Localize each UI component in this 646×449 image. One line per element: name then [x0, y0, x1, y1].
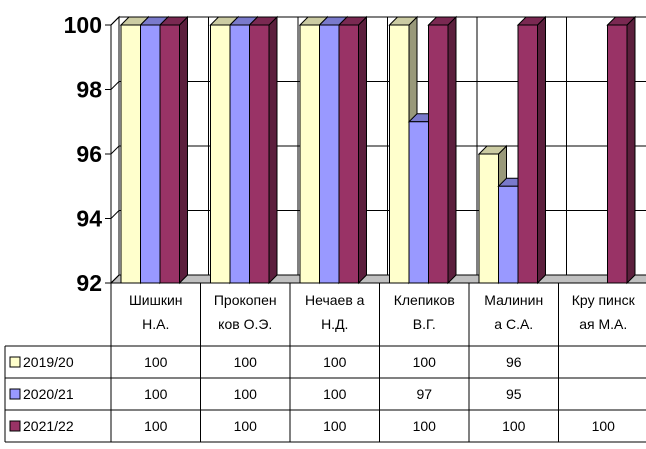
gridline-depth — [110, 145, 120, 155]
data-label: 100 — [234, 354, 258, 370]
x-tick-label: Прокопен — [214, 292, 277, 308]
data-label: 100 — [413, 354, 437, 370]
data-label: 100 — [234, 386, 258, 402]
bars — [119, 15, 637, 285]
data-label: 100 — [234, 418, 258, 434]
data-table: Шишкин Н.А. Прокопен ков О.Э. Нечаев а Н.Д. Кл… — [4, 282, 646, 443]
y-tick-label: 100 — [64, 12, 102, 38]
x-tick-label: ков О.Э. — [218, 316, 272, 332]
data-label: 100 — [144, 354, 168, 370]
bar-side — [179, 15, 188, 285]
data-label: 100 — [144, 386, 168, 402]
bar-front — [478, 153, 499, 284]
data-label: 100 — [323, 386, 347, 402]
legend-label: 2021/22 — [23, 418, 74, 434]
data-label: 97 — [416, 386, 432, 402]
legend-label: 2020/21 — [23, 386, 74, 402]
bar-side — [268, 15, 278, 285]
x-tick-label: Кру пинск — [572, 292, 636, 308]
data-label: 100 — [144, 418, 168, 434]
bar — [248, 15, 279, 285]
y-tick-label: 92 — [76, 270, 102, 296]
bar-side — [626, 15, 636, 285]
data-label: 96 — [506, 354, 522, 370]
gridline-depth — [110, 210, 120, 219]
x-tick-label: а С.А. — [494, 316, 533, 332]
x-tick-label: Малинин — [484, 292, 543, 308]
bar-front — [229, 24, 250, 284]
bar — [516, 15, 547, 285]
data-label: 100 — [323, 418, 347, 434]
data-label: 100 — [323, 354, 347, 370]
bar-side — [447, 15, 457, 285]
bar-front — [140, 24, 161, 284]
bar-front — [338, 24, 359, 284]
data-label: 100 — [413, 418, 437, 434]
legend-swatch — [9, 356, 21, 368]
x-tick-label: Клепиков — [394, 292, 455, 308]
data-label: 100 — [502, 418, 526, 434]
bar-front — [210, 24, 231, 284]
bar-side — [537, 15, 546, 285]
gridlines — [109, 15, 646, 285]
y-tick-label: 96 — [76, 141, 102, 167]
bar-front — [498, 185, 519, 284]
bar — [606, 15, 637, 285]
bar — [427, 15, 458, 285]
bar-front — [607, 24, 628, 284]
bar — [337, 15, 368, 285]
y-axis: 92 94 96 98 100 — [64, 12, 112, 296]
gridline-depth — [110, 16, 120, 26]
legend-swatch — [9, 420, 21, 432]
y-tick-label: 98 — [76, 77, 102, 103]
gridline-depth — [110, 81, 120, 90]
bar — [158, 15, 189, 285]
bar-front — [159, 24, 180, 284]
x-tick-label: В.Г. — [413, 316, 436, 332]
chart-floor — [109, 274, 646, 284]
bar-front — [428, 24, 449, 284]
legend-swatch — [9, 388, 21, 400]
x-tick-label: Н.Д. — [321, 316, 348, 332]
x-tick-label: Нечаев а — [305, 292, 365, 308]
legend-label: 2019/20 — [23, 354, 74, 370]
bar-front — [389, 24, 410, 284]
x-tick-label: ая М.А. — [579, 316, 627, 332]
gridline-depth — [110, 274, 120, 284]
bar-front — [517, 24, 538, 284]
data-label: 100 — [592, 418, 616, 434]
bar-front — [319, 24, 340, 284]
bar-front — [120, 24, 141, 284]
x-tick-label: Н.А. — [142, 316, 169, 332]
x-tick-label: Шишкин — [129, 292, 183, 308]
bar-side — [358, 15, 367, 285]
bar-front — [299, 24, 320, 284]
bar-front — [408, 121, 429, 284]
bar-front — [249, 24, 270, 284]
data-label: 95 — [506, 386, 522, 402]
y-tick-label: 94 — [76, 206, 102, 232]
